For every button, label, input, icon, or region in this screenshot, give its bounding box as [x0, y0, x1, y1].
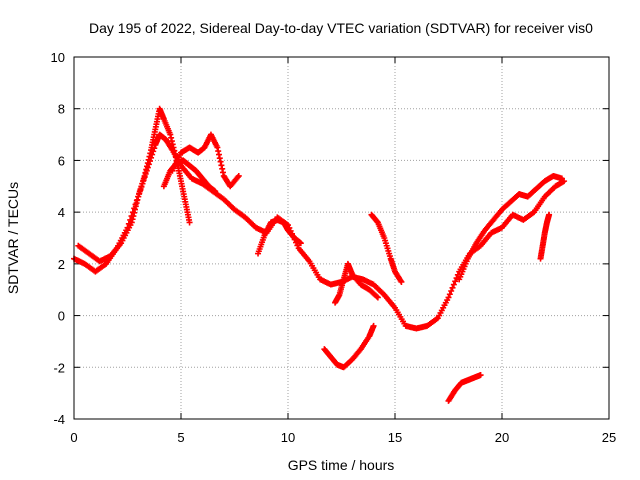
data-point: [219, 165, 226, 172]
data-point: [186, 219, 193, 226]
series-track-a: [71, 131, 568, 332]
y-tick-label: 8: [58, 102, 65, 117]
data-point: [449, 284, 456, 291]
series-track-f: [332, 260, 381, 306]
data-point: [133, 200, 140, 207]
data-point: [167, 131, 174, 138]
data-point: [218, 162, 225, 169]
data-point: [170, 144, 177, 151]
data-point: [134, 196, 141, 203]
series-track-h: [321, 322, 377, 371]
data-point: [219, 169, 226, 176]
data-point: [373, 293, 380, 300]
series-track-d: [160, 157, 219, 195]
data-point: [168, 138, 175, 145]
data-point: [558, 175, 565, 182]
x-tick-label: 5: [177, 430, 184, 445]
data-point: [216, 155, 223, 162]
series-track-j: [456, 172, 565, 283]
data-point: [477, 372, 484, 379]
series-track-c: [169, 131, 242, 190]
gridlines: [74, 57, 609, 419]
y-tick-label: 0: [58, 309, 65, 324]
y-axis-label: SDTVAR / TECUs: [5, 182, 21, 294]
data-point: [143, 166, 150, 173]
series-track-g: [368, 211, 405, 285]
data-point: [217, 158, 224, 165]
series-track-k: [537, 211, 553, 262]
data-point: [169, 141, 176, 148]
data-point: [132, 203, 139, 210]
series-track-i: [445, 372, 484, 404]
data-point: [144, 160, 151, 167]
data-points: [71, 105, 568, 404]
data-point: [147, 150, 154, 157]
data-point: [146, 153, 153, 160]
data-point: [168, 134, 175, 141]
data-point: [144, 163, 151, 170]
y-tick-label: 4: [58, 205, 65, 220]
y-tick-label: 6: [58, 153, 65, 168]
data-point: [145, 156, 152, 163]
data-point: [215, 151, 222, 158]
data-point: [129, 216, 136, 223]
data-point: [235, 172, 242, 179]
data-point: [297, 240, 304, 247]
series-track-b: [75, 105, 193, 265]
data-point: [172, 150, 179, 157]
x-tick-label: 20: [495, 430, 509, 445]
y-tick-label: -2: [53, 360, 65, 375]
data-point: [452, 278, 459, 285]
data-point: [130, 213, 137, 220]
data-point: [131, 209, 138, 216]
data-point: [448, 288, 455, 295]
data-point: [171, 147, 178, 154]
data-point: [128, 219, 135, 226]
data-point: [446, 291, 453, 298]
data-point: [370, 322, 377, 329]
y-tick-label: 10: [51, 50, 65, 65]
x-tick-label: 0: [70, 430, 77, 445]
x-tick-label: 25: [602, 430, 616, 445]
data-point: [142, 169, 149, 176]
data-point: [141, 172, 148, 179]
y-tick-label: -4: [53, 412, 65, 427]
x-tick-label: 10: [281, 430, 295, 445]
data-point: [131, 206, 138, 213]
data-point: [398, 278, 405, 285]
data-point: [450, 281, 457, 288]
y-tick-label: 2: [58, 257, 65, 272]
data-point: [374, 294, 381, 301]
data-point: [445, 294, 452, 301]
x-axis-label: GPS time / hours: [288, 457, 395, 473]
data-point: [215, 148, 222, 155]
data-point: [212, 188, 219, 195]
x-tick-label: 15: [388, 430, 402, 445]
data-point: [214, 144, 221, 151]
chart-title: Day 195 of 2022, Sidereal Day-to-day VTE…: [89, 20, 593, 36]
series-track-e: [255, 216, 304, 257]
data-point: [546, 211, 553, 218]
plot-frame: [73, 56, 610, 420]
axis-ticks: 0 5 10 15 20 25 -4 -2 0 2 4 6 8 10: [51, 50, 617, 445]
